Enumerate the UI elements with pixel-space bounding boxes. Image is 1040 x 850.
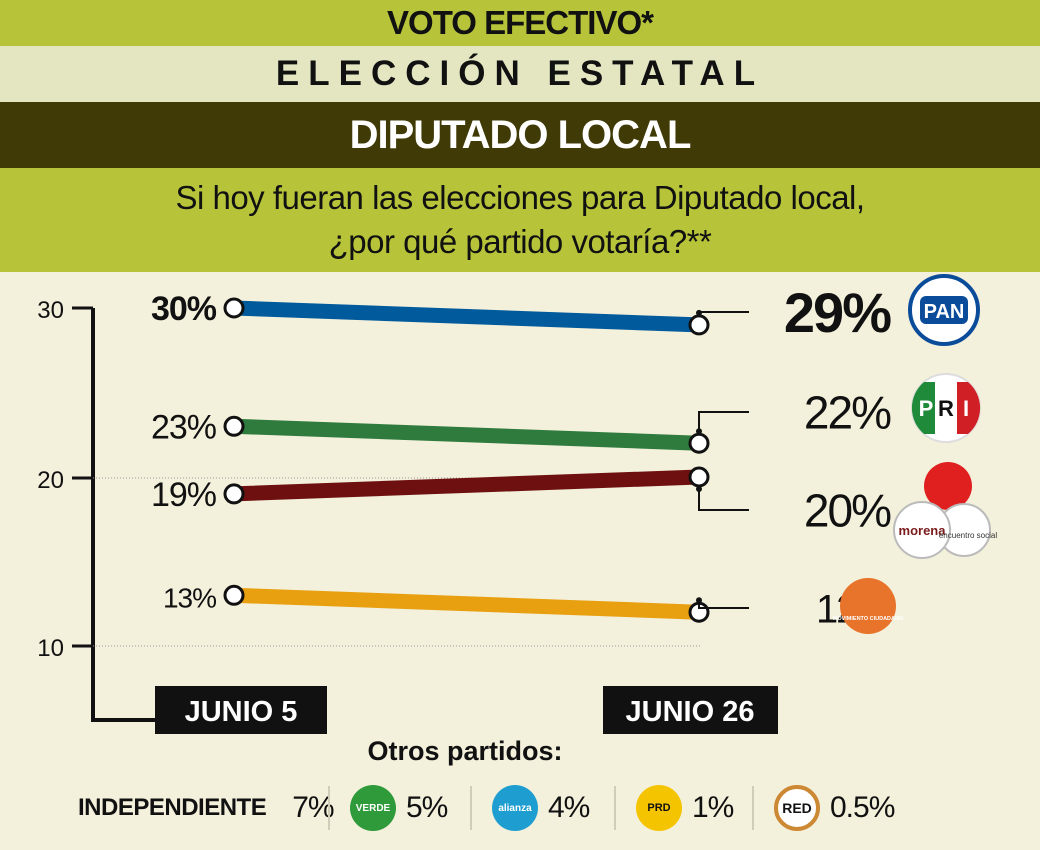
question-band: Si hoy fueran las elecciones para Diputa… [0,168,1040,272]
connector-pan [698,311,749,313]
point-pri-end [688,432,710,454]
point-pan-end [688,314,710,336]
y-tick-label-10: 10 [37,635,64,662]
point-movimiento-ciudadano-start [223,584,245,606]
connector-pri [698,411,749,432]
end-label-pan: 29% [784,281,891,344]
alianza-logo-icon: alianza [492,785,538,831]
other-red: RED 0.5% [752,778,895,838]
series-line-morena [226,469,707,502]
election-type: ELECCIÓN ESTATAL [275,54,765,93]
prd-value: 1% [692,791,734,824]
point-morena-end [688,466,710,488]
mc-logo-text: MOVIMIENTO CIUDADANO [833,616,904,622]
end-label-morena: 20% [804,485,891,537]
category-box-junio-5 [155,686,327,734]
start-label-pan: 30% [151,290,217,328]
line-chart: 30 20 10 JUNIO 5 JUNIO 26 30% 29% 23% 22% 19… [37,274,997,734]
encuentro-logo-text: encuentro social [939,531,997,540]
connector-dot-pan [696,309,702,316]
start-label-pri: 23% [151,408,217,446]
category-label-junio-26: JUNIO 26 [626,696,755,728]
pri-logo-letter: R [938,396,954,421]
alianza-value: 4% [548,791,590,824]
series-line-pan [226,300,707,333]
point-morena-start [223,483,245,505]
question-line-1: Si hoy fueran las elecciones para Diputa… [175,179,865,216]
connector-dot-morena [696,486,702,492]
pt-logo-icon [924,462,972,510]
question-line-2: ¿por qué partido votaría?** [328,223,712,260]
pan-logo-inner [920,296,968,324]
independiente-label: INDEPENDIENTE [78,794,267,821]
movimiento-ciudadano-logo-icon [840,578,896,634]
series-line-pri [226,418,707,451]
others-title: Otros partidos: [367,736,563,766]
others-row: INDEPENDIENTE 7% VERDE 5% alianza 4% PRD… [0,778,1040,838]
morena-logo-text: morena [899,523,947,538]
label-layer: 30%29%23%22%19%20%13%12% [151,281,893,631]
red-value: 0.5% [830,791,895,824]
other-prd: PRD 1% [614,778,734,838]
start-label-morena: 19% [151,476,217,514]
y-tick-label-20: 20 [37,467,64,494]
end-label-pri: 22% [804,387,891,439]
category-box-junio-26 [603,686,778,734]
separator [752,786,754,830]
independiente-value: 7% [292,791,334,824]
series-line-movimiento-ciudadano [226,587,707,620]
start-label-movimiento-ciudadano: 13% [163,582,216,613]
verde-value: 5% [406,791,448,824]
point-pri-start [223,415,245,437]
verde-logo-icon: VERDE [350,785,396,831]
pri-logo-letter: P [919,396,934,421]
election-type-band: ELECCIÓN ESTATAL [0,46,1040,102]
headline: VOTO EFECTIVO* [387,4,654,41]
connector-dot-movimiento-ciudadano [696,597,702,604]
pri-logo-letter: I [963,396,969,421]
category-label-junio-5: JUNIO 5 [185,696,298,728]
y-tick-label-30: 30 [37,297,64,324]
other-verde: VERDE 5% [328,778,448,838]
prd-logo-icon: PRD [636,785,682,831]
point-pan-start [223,297,245,319]
red-logo-icon: RED [774,785,820,831]
separator [614,786,616,830]
separator [328,786,330,830]
headline-band: VOTO EFECTIVO* [0,0,1040,46]
separator [470,786,472,830]
other-independiente: INDEPENDIENTE 7% [78,778,335,838]
connector-morena [698,489,749,511]
other-alianza: alianza 4% [470,778,590,838]
series-layer [223,297,710,623]
pri-logo-red [957,382,981,434]
connector-dot-pri [696,428,702,435]
morena-logo-icon [893,501,951,559]
pan-logo-text: PAN [924,301,965,323]
pri-logo-green [911,382,935,434]
office-band: DIPUTADO LOCAL [0,102,1040,168]
office-title: DIPUTADO LOCAL [349,112,692,157]
